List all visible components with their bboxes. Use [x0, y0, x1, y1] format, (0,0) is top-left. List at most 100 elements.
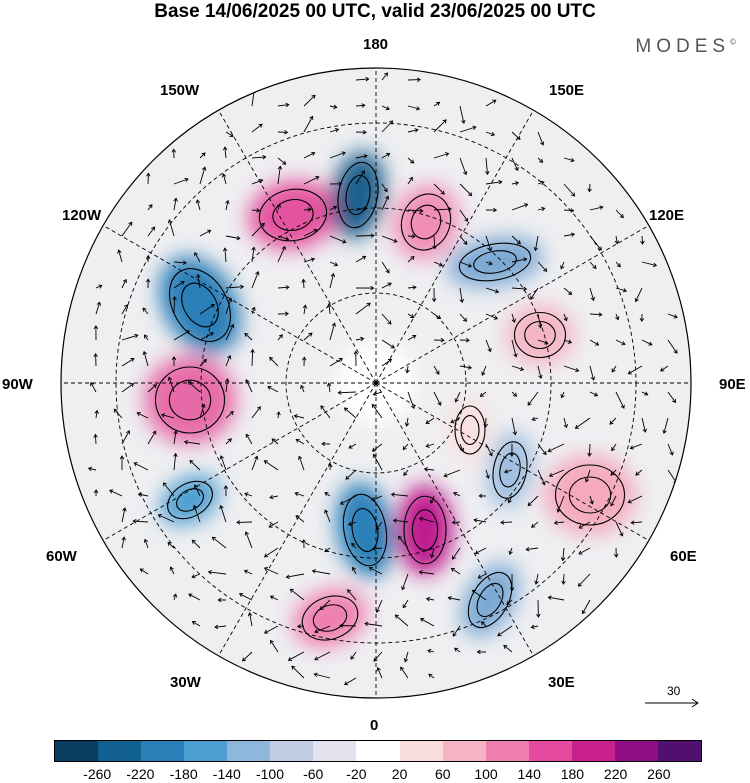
wind-vector-head	[244, 332, 249, 337]
wind-vector-head	[480, 621, 485, 626]
wind-vector-head	[320, 405, 325, 410]
contour-line	[513, 311, 567, 359]
meridian-line	[102, 225, 377, 384]
anomaly-blob	[450, 398, 490, 462]
wind-vector	[407, 313, 414, 318]
wind-vector	[615, 235, 618, 244]
wind-vector	[615, 313, 619, 320]
wind-vector-head	[435, 370, 440, 375]
wind-vector-head	[560, 265, 565, 270]
meridian-line	[218, 382, 377, 657]
wind-vector-head	[438, 262, 444, 267]
wind-vector-head	[509, 452, 515, 457]
wind-vector	[314, 625, 331, 633]
wind-vector-head	[241, 657, 247, 662]
wind-vector-head	[224, 378, 230, 383]
wind-vector	[537, 181, 545, 185]
wind-vector	[371, 495, 383, 501]
wind-vector-head	[313, 672, 318, 678]
wind-vector-head	[534, 580, 539, 585]
wind-vector	[563, 313, 568, 321]
colorbar-tick-label: -140	[212, 766, 241, 782]
wind-vector	[121, 430, 130, 445]
meridian-line	[375, 382, 534, 657]
wind-vector-head	[229, 411, 234, 416]
wind-vector	[509, 547, 513, 555]
wind-vector-head	[431, 298, 437, 303]
wind-vector-head	[627, 499, 632, 504]
wind-vector-head	[452, 555, 456, 560]
wind-vector-head	[376, 667, 381, 672]
wind-vector	[329, 323, 336, 341]
wind-vector-head	[371, 497, 376, 502]
wind-vector-head	[285, 285, 290, 290]
wind-vector-head	[93, 433, 98, 438]
wind-vector-head	[429, 499, 435, 504]
meridian-line	[375, 109, 534, 384]
wind-vector	[288, 651, 305, 661]
wind-vector-head	[467, 263, 473, 268]
wind-vector-head	[611, 447, 616, 452]
wind-vector-head	[512, 431, 518, 436]
wind-vector-head	[451, 520, 456, 525]
wind-vector	[433, 183, 445, 195]
wind-vector	[589, 365, 595, 381]
wind-vector	[610, 495, 617, 507]
wind-vector	[168, 377, 175, 393]
wind-vector	[355, 170, 365, 185]
wind-vector	[615, 339, 626, 345]
wind-vector-head	[436, 101, 441, 106]
wind-vector-head	[339, 623, 344, 628]
colorbar-swatch	[528, 741, 572, 761]
wind-vector	[459, 126, 476, 133]
wind-vector-head	[196, 273, 201, 278]
wind-vector-head	[429, 553, 435, 559]
wind-vector-head	[598, 312, 603, 317]
wind-vector-head	[516, 240, 521, 245]
wind-vector-head	[287, 656, 293, 661]
wind-vector	[355, 78, 369, 81]
wind-vector	[197, 274, 201, 289]
wind-vector-head	[556, 508, 561, 513]
wind-vector-head	[254, 455, 259, 460]
wind-vector	[451, 568, 461, 575]
meridian-line	[218, 109, 377, 384]
wind-vector-head	[560, 394, 565, 399]
wind-vector-head	[152, 384, 157, 389]
wind-vector	[109, 489, 123, 497]
contour-line	[258, 188, 328, 242]
colorbar-tick-label: -260	[83, 766, 112, 782]
wind-vector-head	[324, 509, 329, 514]
contour-line	[168, 379, 212, 421]
wind-vector-head	[570, 157, 575, 163]
wind-vector	[264, 567, 279, 575]
wind-vector	[406, 417, 409, 427]
wind-vector	[611, 443, 617, 451]
wind-vector	[537, 207, 545, 211]
wind-vector-head	[459, 298, 465, 304]
wind-vector-head	[630, 520, 635, 525]
wind-vector	[168, 219, 175, 237]
wind-vector-head	[125, 430, 130, 435]
wind-vector-head	[570, 208, 575, 213]
wind-vector	[641, 391, 648, 396]
wind-vector-head	[644, 391, 649, 396]
wind-vector	[163, 482, 175, 497]
wind-vector	[433, 391, 442, 406]
wind-vector-head	[487, 348, 492, 353]
wind-vector	[381, 105, 390, 110]
wind-vector-head	[365, 76, 370, 82]
wind-vector-head	[93, 352, 98, 358]
wind-vector	[345, 469, 357, 480]
wind-vector-head	[333, 104, 338, 110]
wind-vector	[355, 337, 364, 341]
wind-vector	[251, 307, 255, 315]
wind-vector-head	[509, 587, 515, 592]
wind-vector	[269, 357, 279, 367]
wind-vector-head	[467, 365, 473, 370]
wind-vector-head	[263, 629, 269, 634]
wind-vector-head	[301, 356, 307, 361]
wind-vector	[251, 209, 260, 212]
wind-vector	[548, 596, 565, 601]
